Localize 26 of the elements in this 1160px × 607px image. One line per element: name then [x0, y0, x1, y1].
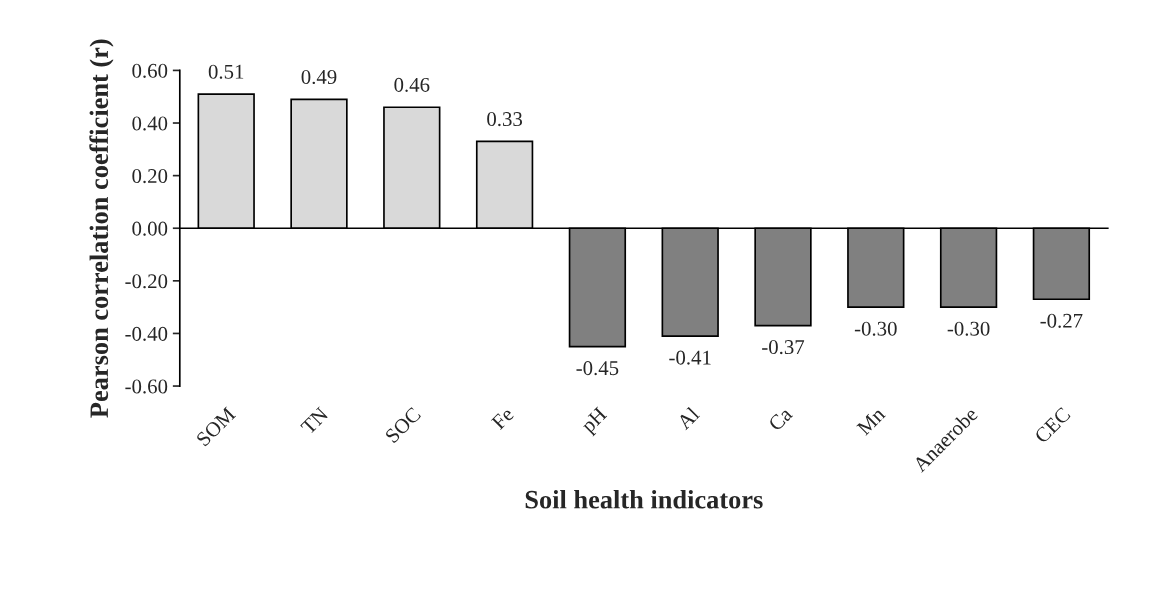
- y-tick-label: 0.00: [132, 221, 168, 236]
- x-tick-label: Ca: [767, 406, 794, 432]
- x-tick-label: Al: [675, 405, 701, 431]
- y-tick-label: -0.60: [125, 379, 168, 394]
- data-label: 0.46: [394, 77, 430, 92]
- data-label: -0.27: [1040, 313, 1083, 328]
- x-tick-label: Fe: [490, 406, 515, 431]
- y-tick-label: 0.60: [132, 63, 168, 78]
- x-tick-label: pH: [580, 406, 611, 437]
- y-tick-label: 0.20: [132, 169, 168, 184]
- data-label: 0.49: [301, 69, 337, 85]
- x-axis-title: Soil health indicators: [525, 490, 763, 509]
- y-tick-label: -0.20: [125, 274, 168, 289]
- data-label: -0.30: [854, 321, 897, 336]
- x-tick-label: TN: [300, 406, 329, 436]
- y-tick-label: -0.40: [125, 326, 168, 341]
- data-label: -0.41: [669, 350, 711, 365]
- data-label: -0.37: [762, 340, 805, 355]
- data-label: -0.45: [576, 361, 619, 376]
- x-tick-label: Mn: [856, 406, 886, 436]
- y-axis-title: Pearson correlation coefficient (r): [89, 39, 114, 418]
- x-tick-label: CEC: [1033, 406, 1071, 444]
- data-label: 0.33: [487, 112, 523, 127]
- data-label: 0.51: [208, 64, 244, 79]
- data-label: -0.30: [947, 321, 990, 336]
- y-tick-label: 0.40: [132, 116, 168, 131]
